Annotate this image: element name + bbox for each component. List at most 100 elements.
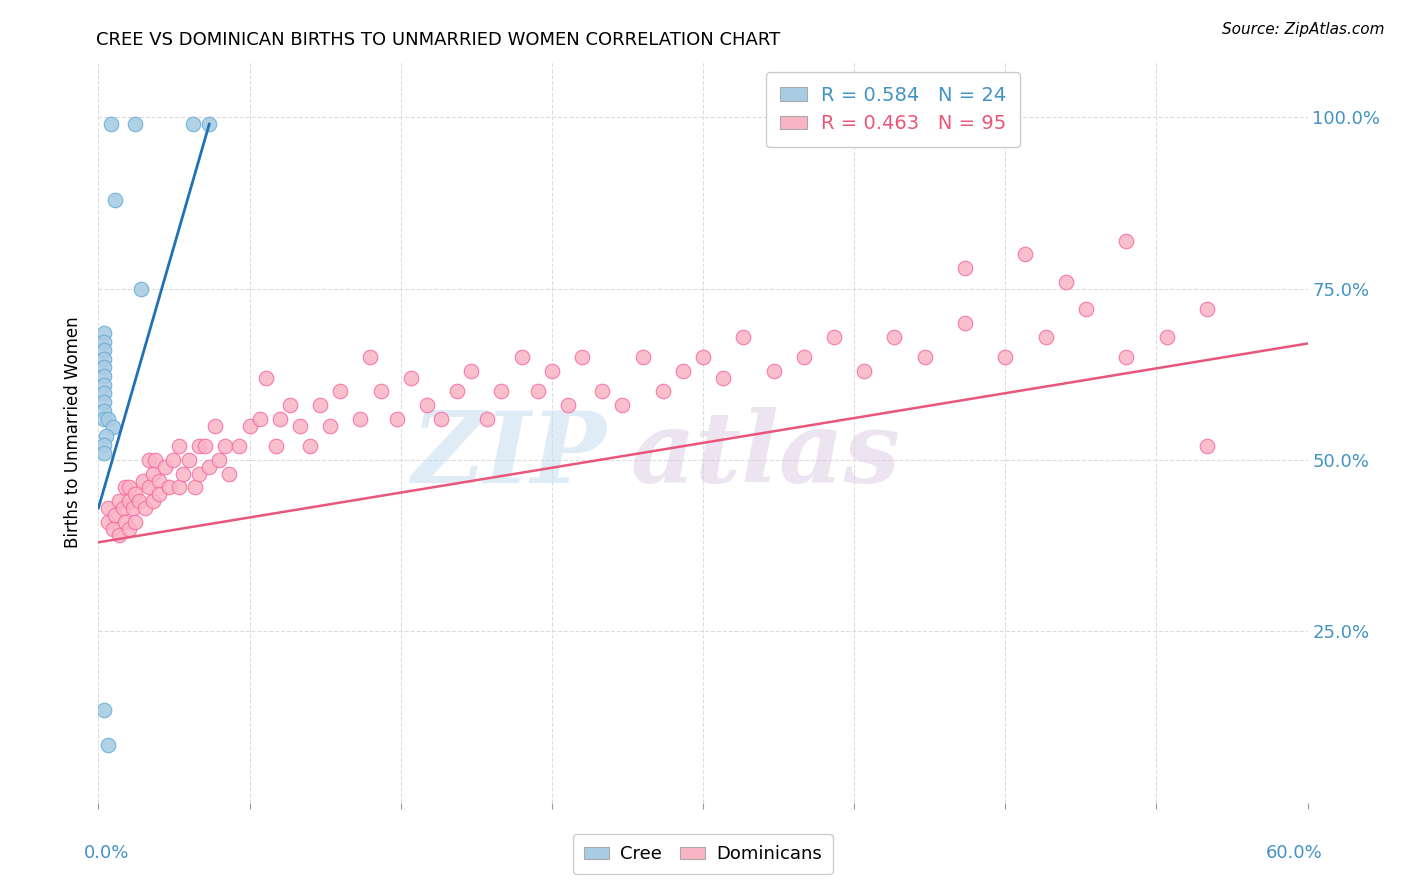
Point	[148, 474, 170, 488]
Point	[132, 474, 155, 488]
Point	[1115, 234, 1137, 248]
Point	[349, 412, 371, 426]
Point	[93, 412, 115, 426]
Point	[93, 360, 115, 375]
Point	[953, 316, 976, 330]
Point	[1014, 247, 1036, 261]
Point	[134, 501, 156, 516]
Point	[228, 439, 250, 453]
Point	[204, 418, 226, 433]
Point	[188, 439, 211, 453]
Text: ZIP: ZIP	[412, 407, 606, 503]
Point	[651, 384, 673, 399]
Point	[157, 480, 180, 494]
Point	[612, 398, 634, 412]
Point	[93, 438, 115, 452]
Point	[853, 364, 876, 378]
Point	[93, 703, 115, 717]
Point	[97, 515, 120, 529]
Point	[477, 412, 499, 426]
Point	[370, 384, 392, 399]
Point	[385, 412, 408, 426]
Point	[360, 350, 382, 364]
Point	[93, 343, 115, 358]
Point	[249, 412, 271, 426]
Point	[124, 515, 146, 529]
Text: 60.0%: 60.0%	[1265, 844, 1322, 862]
Point	[93, 446, 115, 460]
Point	[93, 385, 115, 400]
Point	[124, 117, 146, 131]
Point	[953, 261, 976, 276]
Point	[107, 494, 129, 508]
Point	[97, 412, 120, 426]
Point	[460, 364, 482, 378]
Point	[167, 480, 190, 494]
Point	[1195, 439, 1218, 453]
Point	[733, 329, 755, 343]
Point	[172, 467, 194, 481]
Point	[319, 418, 342, 433]
Point	[591, 384, 613, 399]
Point	[526, 384, 548, 399]
Point	[264, 439, 287, 453]
Point	[288, 418, 311, 433]
Point	[823, 329, 845, 343]
Point	[118, 522, 141, 536]
Point	[672, 364, 695, 378]
Point	[329, 384, 352, 399]
Point	[631, 350, 654, 364]
Point	[198, 459, 221, 474]
Point	[571, 350, 593, 364]
Point	[309, 398, 332, 412]
Point	[188, 467, 211, 481]
Point	[557, 398, 579, 412]
Point	[93, 351, 115, 366]
Point	[914, 350, 936, 364]
Text: CREE VS DOMINICAN BIRTHS TO UNMARRIED WOMEN CORRELATION CHART: CREE VS DOMINICAN BIRTHS TO UNMARRIED WO…	[96, 31, 780, 49]
Point	[1074, 302, 1097, 317]
Point	[1195, 302, 1218, 317]
Legend: R = 0.584   N = 24, R = 0.463   N = 95: R = 0.584 N = 24, R = 0.463 N = 95	[766, 72, 1019, 147]
Point	[118, 494, 141, 508]
Point	[793, 350, 815, 364]
Point	[883, 329, 905, 343]
Point	[762, 364, 785, 378]
Point	[399, 371, 422, 385]
Y-axis label: Births to Unmarried Women: Births to Unmarried Women	[65, 317, 83, 549]
Point	[111, 501, 134, 516]
Point	[121, 501, 143, 516]
Point	[114, 480, 136, 494]
Point	[93, 335, 115, 350]
Point	[93, 377, 115, 392]
Point	[179, 453, 201, 467]
Point	[142, 494, 165, 508]
Point	[93, 369, 115, 384]
Point	[138, 480, 160, 494]
Point	[254, 371, 277, 385]
Point	[103, 508, 125, 522]
Point	[510, 350, 533, 364]
Point	[540, 364, 562, 378]
Point	[129, 282, 152, 296]
Point	[299, 439, 322, 453]
Point	[93, 394, 115, 409]
Point	[208, 453, 231, 467]
Point	[416, 398, 439, 412]
Point	[97, 501, 120, 516]
Point	[148, 487, 170, 501]
Point	[143, 453, 166, 467]
Point	[194, 439, 217, 453]
Point	[107, 528, 129, 542]
Point	[491, 384, 513, 399]
Point	[142, 467, 165, 481]
Point	[114, 515, 136, 529]
Point	[97, 738, 120, 752]
Point	[100, 117, 122, 131]
Point	[101, 420, 124, 434]
Point	[128, 494, 150, 508]
Point	[1035, 329, 1057, 343]
Point	[181, 117, 204, 131]
Point	[153, 459, 176, 474]
Point	[198, 117, 221, 131]
